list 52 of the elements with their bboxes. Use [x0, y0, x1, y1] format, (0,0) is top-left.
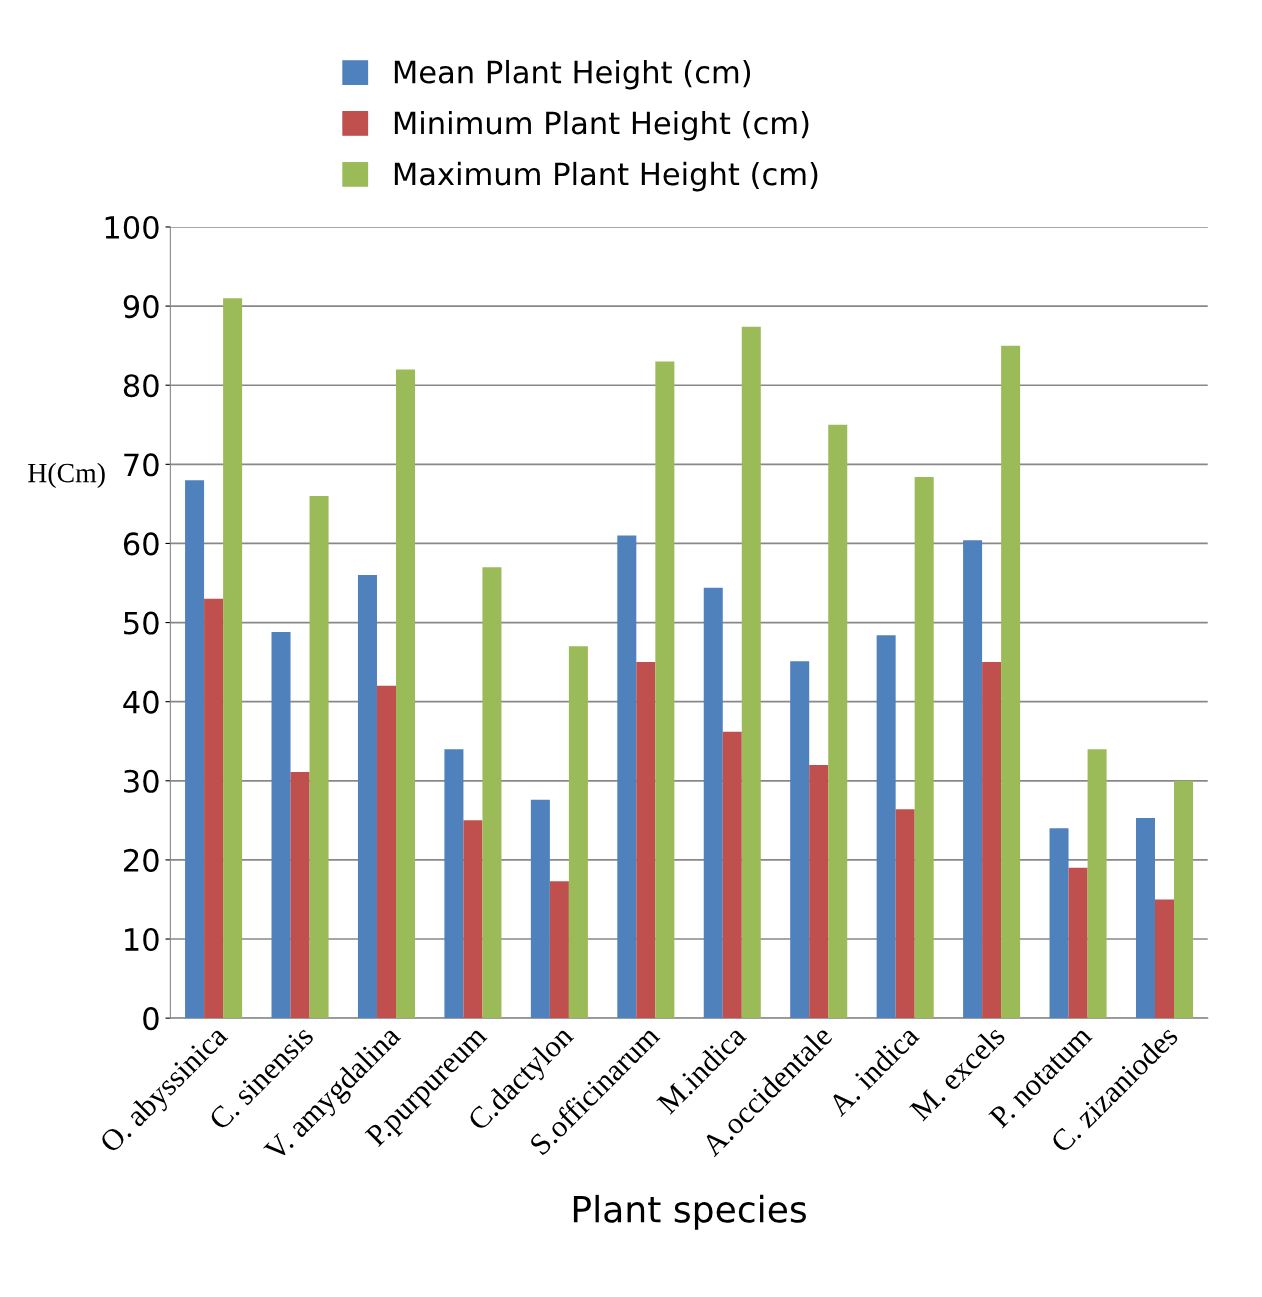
bar	[982, 662, 1002, 1019]
bar	[914, 476, 934, 1019]
bar	[463, 820, 483, 1019]
bar	[809, 764, 829, 1019]
bar	[223, 298, 243, 1019]
y-tick-label: 30	[124, 769, 159, 793]
bar	[895, 809, 915, 1019]
y-tick-label: 40	[123, 690, 159, 714]
bar	[185, 480, 205, 1019]
bar	[549, 881, 569, 1019]
bar	[1001, 345, 1021, 1019]
y-tick-label: 20	[124, 848, 159, 872]
legend-label: Minimum Plant Height (cm)	[394, 110, 809, 141]
bar	[568, 646, 588, 1019]
legend-label: Maximum Plant Height (cm)	[394, 161, 818, 192]
bar	[722, 731, 742, 1019]
y-tick-label: 100	[105, 215, 159, 240]
y-tick-label: 50	[124, 611, 159, 635]
bar	[790, 661, 810, 1019]
bar	[271, 632, 291, 1019]
bar	[741, 326, 761, 1019]
bar	[655, 361, 675, 1019]
bar	[396, 369, 416, 1019]
bar	[617, 535, 637, 1019]
bar	[828, 424, 848, 1019]
y-tick-label: 80	[123, 374, 159, 398]
bar	[376, 685, 396, 1019]
bar	[290, 772, 310, 1019]
bar	[204, 598, 224, 1019]
bar	[1049, 828, 1069, 1019]
bar	[636, 662, 656, 1019]
bar	[703, 587, 723, 1019]
bar	[357, 575, 377, 1019]
bar	[482, 567, 502, 1019]
bar	[963, 540, 983, 1019]
bar	[1087, 749, 1107, 1019]
x-axis-title: Plant species	[573, 1194, 806, 1230]
y-tick-label: 90	[123, 295, 159, 319]
y-tick-label: 0	[143, 1007, 159, 1031]
bar	[309, 495, 329, 1019]
bar	[876, 635, 896, 1019]
bar	[1174, 780, 1194, 1019]
bar	[1068, 867, 1088, 1019]
legend-label: Mean Plant Height (cm)	[394, 59, 751, 90]
bar	[530, 799, 550, 1019]
bar	[1155, 899, 1175, 1019]
y-axis-title: H(Cm)	[28, 462, 105, 489]
bar	[444, 749, 464, 1019]
y-tick-label: 10	[125, 927, 159, 952]
y-tick-label: 70	[124, 453, 159, 477]
y-tick-label: 60	[123, 532, 159, 556]
bar	[1135, 817, 1155, 1019]
